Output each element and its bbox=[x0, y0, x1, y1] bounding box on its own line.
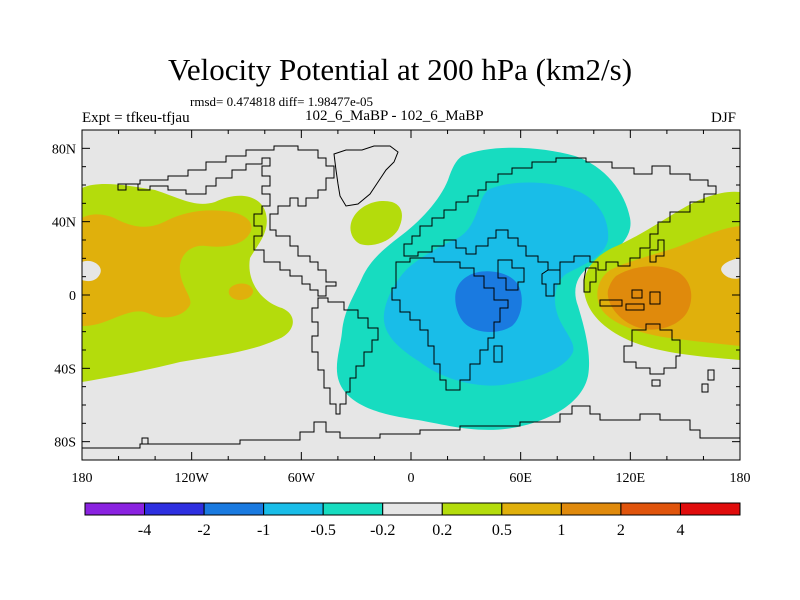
lon-tick-label: 60W bbox=[288, 471, 316, 486]
colorbar-label: 0.2 bbox=[432, 522, 452, 539]
colorbar-label: 0.5 bbox=[492, 522, 512, 539]
coastline-north-america bbox=[117, 145, 337, 297]
coastline-africa bbox=[391, 257, 509, 391]
contour-fill-pos-0-5-west-small bbox=[228, 283, 254, 300]
lat-tick-label: 0 bbox=[69, 289, 76, 304]
colorbar-label: -1 bbox=[257, 522, 270, 539]
coastline-madagascar bbox=[493, 345, 503, 363]
lat-tick-label: 40S bbox=[54, 362, 76, 377]
lon-tick-label: 120W bbox=[175, 471, 210, 486]
contour-fill-pos-0-2-west-gap bbox=[82, 260, 101, 282]
contour-fill-neg-1 bbox=[455, 271, 522, 332]
lon-tick-label: 120E bbox=[616, 471, 646, 486]
colorbar-swatch bbox=[203, 502, 265, 516]
colorbar-label: 2 bbox=[617, 522, 625, 539]
colorbar-swatch bbox=[560, 502, 622, 516]
coastline-new-zealand bbox=[701, 369, 715, 393]
lon-tick-label: 180 bbox=[72, 471, 93, 486]
colorbar-swatch bbox=[501, 502, 562, 516]
colorbar-swatch bbox=[441, 502, 503, 516]
coastline-se-asia bbox=[583, 267, 661, 311]
coastline-australia bbox=[623, 323, 681, 387]
colorbar-swatch bbox=[144, 502, 205, 516]
colorbar-swatch bbox=[322, 502, 384, 516]
colorbar-label: -2 bbox=[197, 522, 210, 539]
stats-line: rmsd= 0.474818 diff= 1.98477e-05 bbox=[190, 94, 374, 109]
colorbar-label: 1 bbox=[557, 522, 565, 539]
case-label: 102_6_MaBP - 102_6_MaBP bbox=[305, 108, 484, 124]
lat-tick-label: 80N bbox=[52, 142, 76, 157]
map-area bbox=[82, 130, 740, 460]
coastline-small-island bbox=[141, 437, 149, 445]
contour-fills bbox=[82, 147, 740, 430]
coastline-eurasia bbox=[403, 157, 717, 271]
colorbar-label: -0.5 bbox=[311, 522, 336, 539]
lon-tick-label: 180 bbox=[730, 471, 751, 486]
coastline-japan bbox=[649, 239, 665, 263]
coastlines bbox=[82, 145, 740, 449]
colorbar-swatch bbox=[620, 502, 681, 516]
experiment-label: Expt = tfkeu-tfjau bbox=[82, 110, 190, 126]
colorbar-swatch bbox=[263, 502, 324, 516]
colorbar-swatch bbox=[679, 502, 741, 516]
colorbar-swatch bbox=[382, 502, 443, 516]
lat-tick-label: 80S bbox=[54, 436, 76, 451]
colorbar-label: -4 bbox=[138, 522, 151, 539]
lat-tick-label: 40N bbox=[52, 216, 76, 231]
coastline-south-america bbox=[311, 297, 379, 415]
colorbar-label: -0.2 bbox=[370, 522, 395, 539]
contour-fill-pos-0-2-north bbox=[350, 200, 402, 246]
coastline-greenland bbox=[333, 145, 399, 207]
lon-tick-label: 60E bbox=[509, 471, 532, 486]
coastline-south-asia bbox=[497, 259, 561, 297]
plot-title: Velocity Potential at 200 hPa (km2/s) bbox=[167, 52, 633, 87]
colorbar-label: 4 bbox=[676, 522, 684, 539]
contour-fill-pos-0-5-west bbox=[82, 210, 252, 326]
lon-tick-label: 0 bbox=[408, 471, 415, 486]
contour-fill-pos-0-2-east-gap bbox=[721, 258, 740, 279]
colorbar: -4 -2 -1 -0.5 -0.2 0.2 0.5 1 2 4 bbox=[84, 502, 741, 539]
season-label: DJF bbox=[711, 110, 737, 126]
coastline-antarctica bbox=[82, 405, 740, 449]
colorbar-swatch bbox=[84, 502, 146, 516]
axis-ticks: 180 120W 60W 0 60E 120E 180 80N 40N 0 40S 80S bbox=[52, 130, 751, 486]
